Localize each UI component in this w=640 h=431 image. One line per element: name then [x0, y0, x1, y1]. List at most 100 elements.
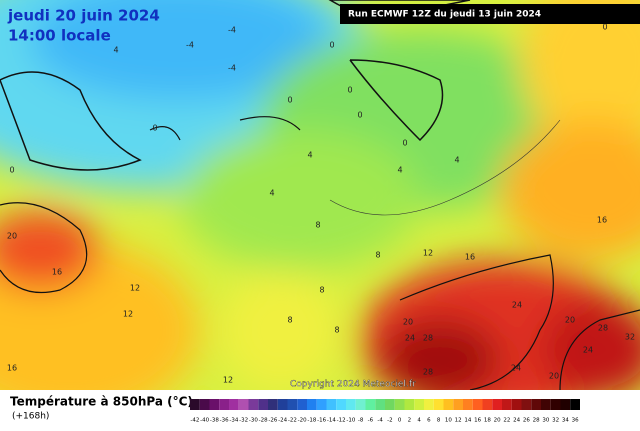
color-swatch	[346, 399, 356, 410]
time: 14:00 locale	[8, 27, 111, 45]
legend-label: -36	[220, 418, 229, 424]
legend-label: 30	[542, 418, 549, 424]
legend-label: -16	[317, 418, 326, 424]
contour-label: 4	[397, 166, 402, 175]
legend-label: -32	[239, 418, 248, 424]
contour-label: 12	[130, 284, 140, 293]
color-swatch	[511, 399, 522, 410]
legend-label: -14	[327, 418, 336, 424]
legend-label: 4	[417, 418, 421, 424]
legend-label: -12	[337, 418, 346, 424]
contour-label: 16	[7, 364, 17, 373]
legend-label: 34	[562, 418, 569, 424]
color-swatch	[443, 399, 454, 410]
contour-label: 0	[9, 166, 14, 175]
color-swatch	[541, 399, 551, 410]
color-swatch	[482, 399, 493, 410]
legend-label: -30	[249, 418, 258, 424]
legend-label: 12	[455, 418, 462, 424]
legend-label: -40	[200, 418, 209, 424]
colorbar: -42 -40 -38 -36 -34 -32 -30 -28 -26 -24 -22 -20 -18-…	[190, 399, 580, 424]
contour-label: 16	[465, 253, 475, 262]
color-swatch	[463, 399, 473, 410]
contour-label: 8	[315, 221, 320, 230]
legend-label: -34	[229, 418, 238, 424]
contour-label: 8	[319, 286, 324, 295]
temperature-field	[0, 0, 640, 390]
legend-label: 10	[445, 418, 452, 424]
contour-labels: -4 -4 -4 4 0 0 0 0 0 0 0 0 4 4 4 4 8 8 8 8 8 12 12 12 12 16 16 16 16…	[7, 23, 635, 385]
legend-label: 6	[427, 418, 431, 424]
contour-label: 0	[347, 86, 352, 95]
color-swatch	[365, 399, 376, 410]
legend-label: 28	[533, 418, 540, 424]
contour-label: -4	[228, 26, 236, 35]
color-swatch	[453, 399, 463, 410]
legend-label: 8	[437, 418, 441, 424]
color-swatch	[248, 399, 259, 410]
contour-label: 8	[287, 316, 292, 325]
contour-label: 12	[423, 249, 433, 258]
color-swatch	[394, 399, 405, 410]
legend-label: -24	[278, 418, 287, 424]
run-box	[340, 4, 640, 24]
contour-label: 20	[403, 318, 413, 327]
legend-label: 16	[474, 418, 481, 424]
legend-label: -28	[259, 418, 268, 424]
contour-label: 0	[402, 139, 407, 148]
legend-label: -20	[298, 418, 307, 424]
contour-label: 24	[512, 301, 522, 310]
color-swatch	[316, 399, 327, 410]
legend-label: -22	[288, 418, 297, 424]
legend-label: -4	[377, 418, 383, 424]
legend-label: -38	[210, 418, 219, 424]
contour-label: 0	[152, 124, 157, 133]
color-swatch	[492, 399, 502, 410]
color-swatch	[297, 399, 307, 410]
contour-label: 4	[454, 156, 459, 165]
legend-label: 26	[523, 418, 530, 424]
contour-label: 0	[329, 41, 334, 50]
run: Run ECMWF 12Z du jeudi 13 juin 2024	[348, 10, 541, 20]
color-swatch	[277, 399, 288, 410]
color-swatch	[560, 399, 571, 410]
legend-label: 24	[513, 418, 520, 424]
contour-label: 0	[602, 23, 607, 32]
color-swatch	[229, 399, 239, 410]
legend-label: -2	[387, 418, 392, 424]
contour-label: 4	[113, 46, 118, 55]
contour-label: 12	[223, 376, 233, 385]
contour-label: 8	[334, 326, 339, 335]
color-swatch	[385, 399, 395, 410]
legend-label: -8	[358, 418, 364, 424]
legend-label: 0	[398, 418, 402, 424]
color-swatch	[414, 399, 424, 410]
legend-label: 22	[503, 418, 510, 424]
color-swatch	[199, 399, 210, 410]
legend-label: -42	[190, 418, 199, 424]
color-swatch	[336, 399, 346, 410]
legend-label: -18	[307, 418, 316, 424]
legend-label: 14	[464, 418, 471, 424]
legend-label: 36	[572, 418, 579, 424]
contour-label: 0	[287, 96, 292, 105]
contour-label: 24	[583, 346, 593, 355]
color-swatch	[404, 399, 415, 410]
contour-label: 20	[565, 316, 575, 325]
contour-label: 4	[307, 151, 312, 160]
color-swatch	[531, 399, 541, 410]
legend-label: 18	[484, 418, 491, 424]
color-swatch	[521, 399, 532, 410]
contour-label: -4	[228, 64, 236, 73]
color-swatch	[190, 399, 200, 410]
legend-label: 20	[494, 418, 501, 424]
color-swatch	[472, 399, 483, 410]
contour-label: 8	[375, 251, 380, 260]
legend-label: -6	[368, 418, 374, 424]
color-swatch	[307, 399, 317, 410]
contour-label: 28	[423, 334, 433, 343]
color-swatch	[355, 399, 366, 410]
color-swatch	[550, 399, 561, 410]
legend-label: -10	[346, 418, 355, 424]
